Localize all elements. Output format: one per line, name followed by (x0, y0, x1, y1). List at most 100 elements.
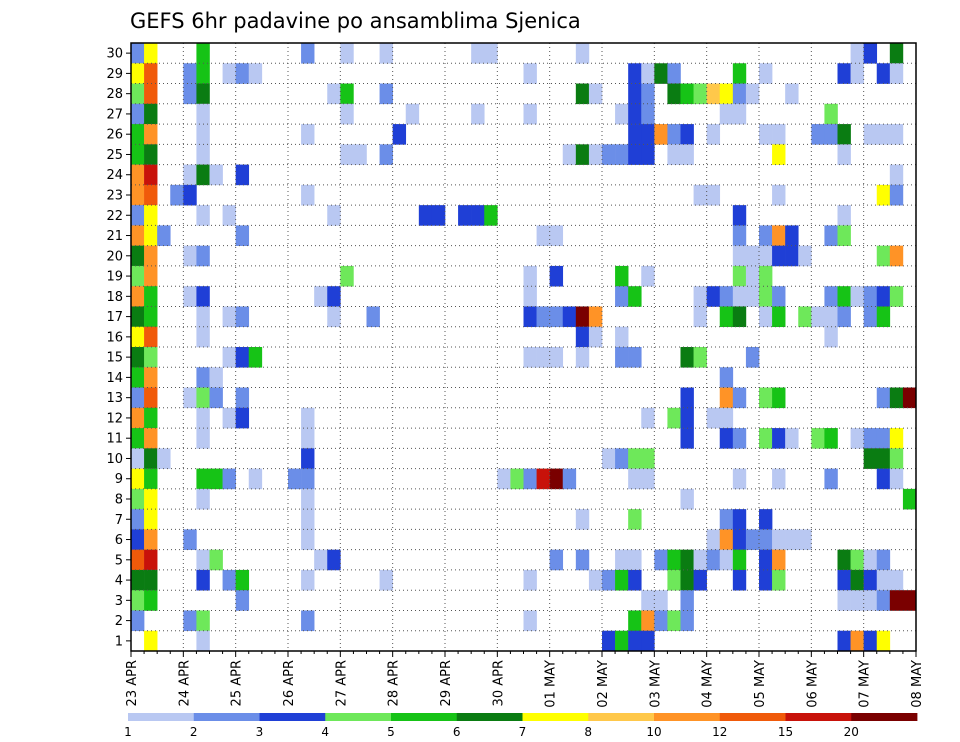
heatmap-cell (144, 488, 158, 510)
x-tick-label: 28 APR (387, 660, 402, 706)
heatmap-cell (641, 630, 655, 652)
heatmap-cell (719, 286, 734, 307)
heatmap-cell (876, 448, 891, 469)
heatmap-cell (759, 549, 773, 571)
heatmap-cell (314, 549, 328, 571)
heatmap-cell (588, 306, 603, 328)
heatmap-cell (301, 124, 315, 145)
y-axis: 1234567891011121314151617181920212223242… (106, 47, 131, 649)
heatmap-cell (706, 529, 721, 550)
heatmap-cell (798, 306, 812, 328)
heatmap-cell (196, 144, 210, 165)
x-tick-label: 05 MAY (753, 660, 768, 708)
heatmap-cell (719, 103, 734, 125)
heatmap-cell (876, 245, 891, 267)
heatmap-cell (759, 245, 773, 267)
y-tick-label: 1 (115, 634, 123, 649)
heatmap-cell (131, 164, 145, 186)
heatmap-cell (144, 549, 158, 571)
heatmap-cell (719, 83, 734, 105)
heatmap-cell (615, 103, 629, 125)
heatmap-cell (628, 63, 642, 84)
heatmap-cell (144, 205, 158, 226)
heatmap-cell (340, 103, 354, 125)
heatmap-cell (876, 184, 891, 206)
heatmap-cell (575, 306, 590, 328)
y-tick-label: 25 (106, 148, 123, 163)
heatmap-cell (458, 205, 472, 226)
heatmap-cell (811, 306, 825, 328)
heatmap-cell (693, 347, 707, 368)
x-tick-label: 04 MAY (701, 660, 716, 708)
heatmap-cell (876, 630, 891, 652)
heatmap-cell (183, 63, 197, 84)
heatmap-cell (144, 630, 158, 652)
heatmap-cell (157, 225, 171, 246)
x-tick-label: 03 MAY (648, 660, 663, 708)
heatmap-cell (667, 144, 681, 165)
heatmap-cell (131, 265, 145, 287)
heatmap-cell (183, 610, 197, 632)
heatmap-cell (131, 43, 145, 64)
heatmap-cell (811, 124, 825, 145)
heatmap-cell (680, 569, 694, 591)
heatmap-cell (824, 286, 838, 307)
heatmap-cell (837, 549, 851, 571)
heatmap-cell (759, 286, 773, 307)
heatmap-cell (876, 549, 891, 571)
heatmap-cell (131, 144, 145, 165)
heatmap-cell (628, 124, 642, 145)
y-tick-label: 6 (115, 533, 123, 548)
heatmap-cell (588, 83, 603, 105)
colorbar-swatch (654, 713, 721, 721)
heatmap-cell (628, 144, 642, 165)
heatmap-cell (340, 43, 354, 64)
heatmap-cell (602, 569, 616, 591)
heatmap-cell (235, 225, 250, 246)
heatmap-cell (131, 367, 145, 388)
heatmap-cell (772, 569, 786, 591)
heatmap-cell (837, 590, 851, 611)
heatmap-cell (222, 407, 236, 429)
heatmap-cell (876, 63, 891, 84)
heatmap-cell (837, 144, 851, 165)
colorbar-swatch (588, 713, 655, 721)
heatmap-cell (549, 468, 564, 490)
heatmap-cell (536, 225, 550, 246)
heatmap-cell (484, 43, 498, 64)
heatmap-cell (196, 63, 210, 84)
heatmap-cell (732, 103, 747, 125)
heatmap-cell (340, 144, 354, 165)
heatmap-cell (615, 286, 629, 307)
heatmap-cell (680, 83, 694, 105)
heatmap-cell (248, 468, 263, 490)
heatmap-cell (183, 184, 197, 206)
heatmap-cell (641, 407, 655, 429)
heatmap-cell (772, 428, 786, 449)
heatmap-cell (131, 103, 145, 125)
heatmap-cell (693, 569, 707, 591)
x-tick-label: 07 MAY (858, 660, 873, 708)
y-tick-label: 30 (106, 47, 123, 62)
heatmap-cell (641, 610, 655, 632)
y-tick-label: 20 (106, 249, 123, 264)
y-tick-label: 4 (115, 574, 123, 589)
heatmap-cell (196, 630, 210, 652)
heatmap-cell (706, 124, 721, 145)
heatmap-cell (144, 103, 158, 125)
heatmap-cell (654, 590, 668, 611)
heatmap-cell (889, 245, 904, 267)
heatmap-cell (824, 428, 838, 449)
heatmap-cell (183, 164, 197, 186)
heatmap-cell (667, 63, 681, 84)
heatmap-cell (144, 306, 158, 328)
heatmap-cell (575, 83, 590, 105)
x-tick-label: 29 APR (439, 660, 454, 706)
heatmap-cell (654, 549, 668, 571)
y-tick-label: 22 (106, 209, 123, 224)
heatmap-cell (196, 245, 210, 267)
heatmap-cell (340, 83, 354, 105)
heatmap-cell (732, 286, 747, 307)
y-tick-label: 12 (106, 411, 123, 426)
colorbar-label: 2 (190, 725, 198, 739)
